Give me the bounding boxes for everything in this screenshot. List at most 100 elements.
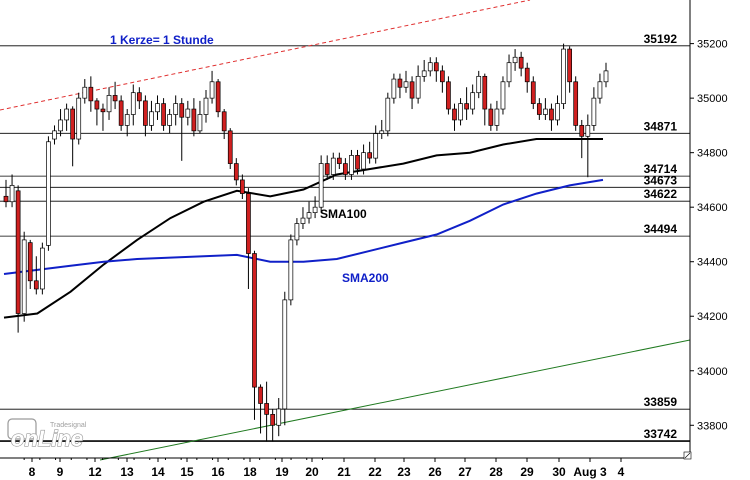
axes: 33800 34000 34200 34400 34600 34800 35000 35200… bbox=[0, 0, 728, 479]
candle-up bbox=[361, 152, 366, 170]
candle-down bbox=[246, 193, 251, 254]
level-label: 34871 bbox=[644, 119, 678, 133]
candle-down bbox=[15, 190, 21, 314]
candle-down bbox=[270, 414, 276, 426]
x-tick-label: 9 bbox=[57, 465, 64, 479]
x-tick-label: 13 bbox=[120, 465, 134, 479]
candle-up bbox=[155, 103, 160, 113]
candle-down bbox=[88, 86, 94, 102]
candle-down bbox=[240, 179, 245, 194]
candle-down bbox=[336, 157, 342, 164]
candle-up bbox=[40, 247, 45, 290]
candle-down bbox=[536, 103, 542, 115]
candle-down bbox=[191, 108, 197, 132]
candle-up bbox=[603, 70, 609, 83]
candle-down bbox=[355, 155, 360, 170]
candle-up bbox=[64, 108, 69, 121]
candle-down bbox=[579, 125, 585, 137]
candle-up bbox=[185, 108, 191, 118]
y-tick-label: 34000 bbox=[697, 366, 728, 378]
candle-up bbox=[458, 103, 463, 121]
candle-up bbox=[130, 92, 136, 115]
candle-up bbox=[330, 157, 336, 175]
candle-down bbox=[530, 81, 536, 104]
candle-down bbox=[343, 163, 348, 175]
candle-down bbox=[179, 103, 185, 118]
candle-down bbox=[567, 48, 572, 83]
candle-down bbox=[100, 108, 106, 113]
candle-up bbox=[591, 97, 597, 126]
x-tick-label: 14 bbox=[151, 465, 165, 479]
x-tick-label: 22 bbox=[368, 465, 382, 479]
x-tick-label: Aug 3 bbox=[573, 465, 607, 479]
chart-subtitle: 1 Kerze= 1 Stunde bbox=[110, 33, 214, 47]
y-tick-label: 33800 bbox=[697, 420, 728, 432]
x-tick-label: 30 bbox=[552, 465, 566, 479]
candle-up bbox=[318, 163, 324, 208]
candle-down bbox=[549, 108, 554, 121]
lower-trend-line bbox=[99, 339, 691, 461]
candle-down bbox=[70, 108, 76, 140]
candle-up bbox=[167, 114, 172, 126]
series-line-sma100 bbox=[3, 138, 603, 319]
candle-down bbox=[252, 253, 257, 388]
candle-up bbox=[21, 239, 27, 314]
moving-averages bbox=[3, 138, 604, 319]
candle-up bbox=[391, 78, 397, 99]
x-tick-label: 28 bbox=[489, 465, 503, 479]
candle-down bbox=[118, 100, 124, 126]
candle-down bbox=[221, 111, 227, 132]
candle-up bbox=[421, 70, 427, 77]
tradesignal-online-logo: onLine Tradesignal bbox=[7, 418, 87, 452]
candle-down bbox=[452, 108, 457, 121]
candle-up bbox=[543, 108, 548, 115]
candle-up bbox=[349, 155, 354, 175]
candle-up bbox=[585, 125, 591, 137]
candle-up bbox=[403, 81, 409, 88]
candle-up bbox=[379, 130, 385, 134]
candle-up bbox=[306, 212, 312, 219]
x-tick-label: 12 bbox=[88, 465, 102, 479]
y-tick-label: 34800 bbox=[697, 148, 728, 160]
candle-down bbox=[27, 242, 33, 282]
candle-up bbox=[470, 92, 476, 110]
trend-lines bbox=[0, 0, 691, 461]
x-tick-label: 23 bbox=[397, 465, 411, 479]
candle-up bbox=[124, 114, 130, 126]
x-tick-label: 8 bbox=[29, 465, 36, 479]
y-tick-label: 34600 bbox=[697, 202, 728, 214]
candle-up bbox=[106, 95, 112, 113]
y-tick-label: 35000 bbox=[697, 93, 728, 105]
candle-up bbox=[312, 206, 318, 213]
candle-down bbox=[573, 81, 579, 126]
level-label: 33742 bbox=[644, 427, 678, 441]
x-tick-label: 29 bbox=[520, 465, 534, 479]
candle-up bbox=[476, 75, 482, 94]
candle-up bbox=[512, 56, 518, 64]
candle-down bbox=[33, 280, 39, 290]
level-label: 34714 bbox=[644, 162, 678, 176]
candle-up bbox=[373, 133, 379, 159]
series-line-sma200 bbox=[3, 178, 604, 275]
candle-up bbox=[506, 62, 512, 83]
x-tick-label: 19 bbox=[275, 465, 289, 479]
candle-down bbox=[227, 130, 233, 164]
svg-text:Tradesignal: Tradesignal bbox=[50, 422, 87, 429]
candle-up bbox=[500, 81, 506, 110]
candle-down bbox=[161, 103, 166, 126]
candle-down bbox=[482, 75, 488, 110]
candle-down bbox=[446, 81, 451, 110]
candle-down bbox=[488, 108, 494, 126]
candle-up bbox=[173, 103, 179, 115]
svg-text:onLine: onLine bbox=[11, 426, 83, 451]
candle-down bbox=[3, 195, 9, 203]
x-tick-label: 26 bbox=[428, 465, 442, 479]
candle-down bbox=[233, 163, 239, 181]
candle-up bbox=[385, 97, 391, 132]
candles bbox=[3, 43, 609, 442]
x-tick-label: 21 bbox=[337, 465, 351, 479]
candle-up bbox=[76, 97, 82, 140]
candle-up bbox=[494, 108, 500, 126]
